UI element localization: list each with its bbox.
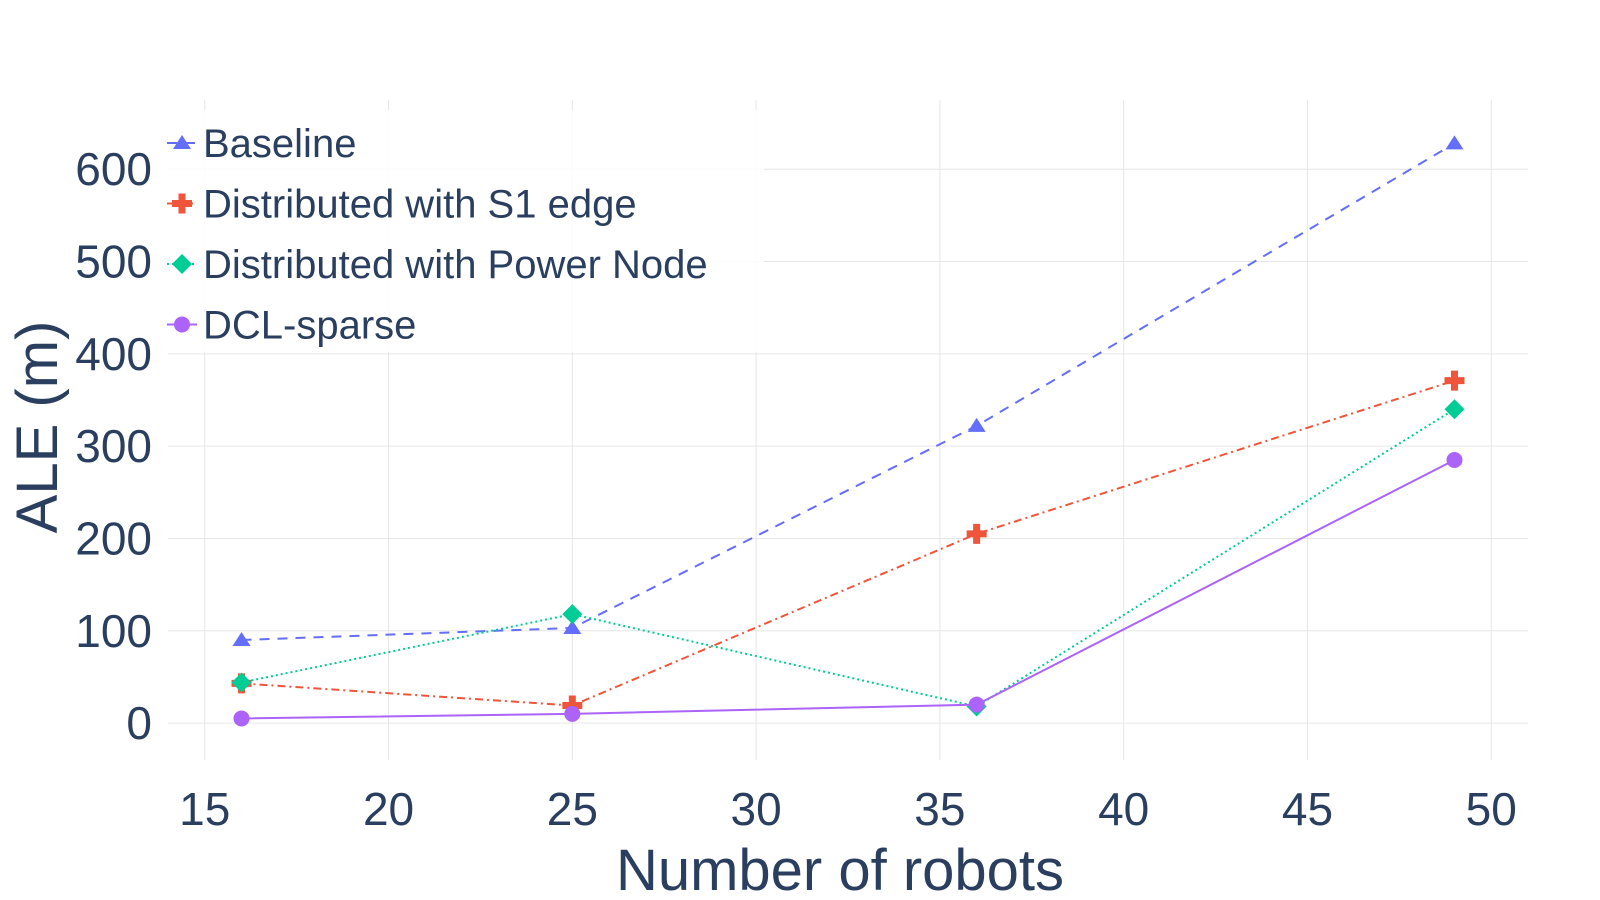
legend-label: Baseline <box>203 122 356 166</box>
series-lines <box>231 135 1465 727</box>
x-tick-label: 30 <box>731 783 782 835</box>
data-point-triangle <box>232 632 251 646</box>
legend-label: DCL-sparse <box>203 304 416 348</box>
legend-item: Baseline <box>167 122 356 166</box>
y-tick-label: 500 <box>75 236 152 288</box>
y-tick-label: 600 <box>75 143 152 195</box>
series-line <box>241 379 1455 707</box>
x-axis-ticks: 15 20 25 30 35 40 45 50 <box>179 783 1517 835</box>
legend-item: DCL-sparse <box>167 304 416 348</box>
data-point-triangle <box>1445 135 1464 150</box>
data-point-circle <box>968 696 985 713</box>
x-tick-label: 35 <box>914 783 965 835</box>
legend: Baseline Distributed with S1 edge Distribu… <box>160 110 764 352</box>
y-tick-label: 400 <box>75 328 152 380</box>
legend-background <box>160 110 764 352</box>
y-tick-label: 300 <box>75 420 152 472</box>
gridlines <box>168 100 1528 760</box>
legend-marker-diamond <box>172 254 192 274</box>
x-tick-label: 40 <box>1098 783 1149 835</box>
data-point-cross <box>966 523 987 544</box>
y-axis-ticks: 0 100 200 300 400 500 600 <box>75 143 152 749</box>
data-point-diamond <box>1444 399 1465 420</box>
series-line <box>241 142 1455 641</box>
legend-marker-cross <box>172 193 192 214</box>
legend-item: Distributed with Power Node <box>167 243 708 287</box>
legend-item: Distributed with S1 edge <box>167 183 637 227</box>
data-point-triangle <box>563 620 582 634</box>
data-point-diamond <box>231 672 252 693</box>
x-tick-label: 45 <box>1282 783 1333 835</box>
data-point-cross <box>1444 370 1465 391</box>
x-tick-label: 20 <box>363 783 414 835</box>
data-point-cross <box>562 695 583 716</box>
series-dcl-sparse <box>233 452 1463 727</box>
x-tick-label: 15 <box>179 783 230 835</box>
x-tick-label: 25 <box>547 783 598 835</box>
y-tick-label: 0 <box>126 697 152 749</box>
data-point-triangle <box>967 417 986 432</box>
y-tick-label: 100 <box>75 605 152 657</box>
series-line <box>241 408 1456 708</box>
series-baseline <box>232 135 1464 646</box>
series-distributed-with-s1-edge <box>231 370 1465 716</box>
y-tick-label: 200 <box>75 512 152 564</box>
series-line <box>241 459 1455 720</box>
data-point-circle <box>233 710 250 727</box>
data-point-circle <box>564 705 581 722</box>
series-distributed-with-power-node <box>231 399 1465 717</box>
data-point-diamond <box>562 604 583 625</box>
legend-label: Distributed with Power Node <box>203 243 708 287</box>
data-point-circle <box>1446 452 1463 468</box>
y-axis-title: ALE (m) <box>5 321 70 534</box>
legend-label: Distributed with S1 edge <box>203 183 637 227</box>
x-axis-title: Number of robots <box>616 838 1064 900</box>
x-tick-label: 50 <box>1466 783 1517 835</box>
legend-marker-triangle <box>173 135 191 149</box>
legend-marker-circle <box>174 316 190 333</box>
